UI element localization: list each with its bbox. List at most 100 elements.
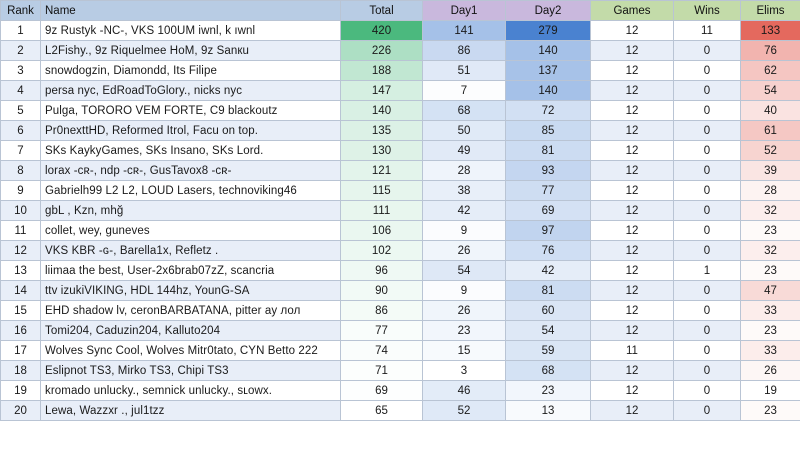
cell-wins[interactable]: 0 <box>673 100 741 121</box>
cell-day1[interactable]: 28 <box>422 160 506 181</box>
cell-elims[interactable]: 33 <box>740 340 800 361</box>
cell-name[interactable]: collet, wey, guneves <box>40 220 341 241</box>
cell-games[interactable]: 12 <box>590 120 674 141</box>
cell-day2[interactable]: 59 <box>505 340 591 361</box>
cell-name[interactable]: Eslipnot TS3, Mirko TS3, Chipi TS3 <box>40 360 341 381</box>
cell-wins[interactable]: 1 <box>673 260 741 281</box>
cell-wins[interactable]: 0 <box>673 340 741 361</box>
cell-day2[interactable]: 81 <box>505 280 591 301</box>
cell-name[interactable]: persa nyc, EdRoadToGlory., nicks nyc <box>40 80 341 101</box>
cell-elims[interactable]: 54 <box>740 80 800 101</box>
cell-total[interactable]: 111 <box>340 200 423 221</box>
cell-rank[interactable]: 12 <box>0 240 41 261</box>
cell-wins[interactable]: 0 <box>673 360 741 381</box>
cell-games[interactable]: 12 <box>590 80 674 101</box>
cell-total[interactable]: 71 <box>340 360 423 381</box>
cell-total[interactable]: 74 <box>340 340 423 361</box>
table-row[interactable]: 18 Eslipnot TS3, Mirko TS3, Chipi TS3 71 3 6… <box>0 360 800 381</box>
cell-day1[interactable]: 38 <box>422 180 506 201</box>
cell-total[interactable]: 147 <box>340 80 423 101</box>
cell-day1[interactable]: 26 <box>422 300 506 321</box>
cell-total[interactable]: 130 <box>340 140 423 161</box>
cell-wins[interactable]: 0 <box>673 200 741 221</box>
cell-rank[interactable]: 10 <box>0 200 41 221</box>
table-row[interactable]: 3 snowdogzin, Diamondd, Its Filipe 188 51 13… <box>0 60 800 81</box>
table-row[interactable]: 13 liimaa the best, User-2x6brab07zZ, sca… <box>0 260 800 281</box>
table-row[interactable]: 10 gbL , Kzn, mhğ 111 42 69 12 0 32 <box>0 200 800 221</box>
cell-total[interactable]: 420 <box>340 20 423 41</box>
table-row[interactable]: 20 Lewa, Wazzxr ., jul1tzz 65 52 13 12 0 23 <box>0 400 800 421</box>
cell-elims[interactable]: 19 <box>740 380 800 401</box>
cell-day1[interactable]: 23 <box>422 320 506 341</box>
cell-games[interactable]: 12 <box>590 180 674 201</box>
cell-wins[interactable]: 0 <box>673 60 741 81</box>
cell-rank[interactable]: 19 <box>0 380 41 401</box>
cell-games[interactable]: 12 <box>590 220 674 241</box>
cell-day2[interactable]: 93 <box>505 160 591 181</box>
cell-name[interactable]: kromado unlucky., semnick unlucky., sʟow… <box>40 380 341 401</box>
cell-wins[interactable]: 0 <box>673 140 741 161</box>
cell-games[interactable]: 12 <box>590 100 674 121</box>
cell-name[interactable]: EHD shadow lv, ceronBARBATANA, pitter ay… <box>40 300 341 321</box>
cell-rank[interactable]: 3 <box>0 60 41 81</box>
cell-games[interactable]: 12 <box>590 160 674 181</box>
cell-games[interactable]: 12 <box>590 380 674 401</box>
cell-rank[interactable]: 18 <box>0 360 41 381</box>
cell-day1[interactable]: 15 <box>422 340 506 361</box>
cell-rank[interactable]: 9 <box>0 180 41 201</box>
cell-elims[interactable]: 40 <box>740 100 800 121</box>
cell-day1[interactable]: 86 <box>422 40 506 61</box>
column-header-total[interactable]: Total <box>340 0 423 21</box>
cell-elims[interactable]: 26 <box>740 360 800 381</box>
cell-wins[interactable]: 11 <box>673 20 741 41</box>
cell-elims[interactable]: 33 <box>740 300 800 321</box>
cell-total[interactable]: 115 <box>340 180 423 201</box>
cell-day1[interactable]: 9 <box>422 280 506 301</box>
cell-elims[interactable]: 47 <box>740 280 800 301</box>
table-row[interactable]: 19 kromado unlucky., semnick unlucky., sʟ… <box>0 380 800 401</box>
cell-rank[interactable]: 7 <box>0 140 41 161</box>
table-row[interactable]: 8 lorax -ᴄʀ-, ndp -ᴄʀ-, GusTavox8 -ᴄʀ- 121… <box>0 160 800 181</box>
cell-rank[interactable]: 8 <box>0 160 41 181</box>
table-row[interactable]: 2 L2Fishy., 9z Riquelmee HoM, 9z Sanкu 226… <box>0 40 800 61</box>
cell-wins[interactable]: 0 <box>673 300 741 321</box>
cell-day2[interactable]: 137 <box>505 60 591 81</box>
cell-day2[interactable]: 76 <box>505 240 591 261</box>
cell-total[interactable]: 96 <box>340 260 423 281</box>
cell-name[interactable]: Tomi204, Caduzin204, Kalluto204 <box>40 320 341 341</box>
cell-total[interactable]: 69 <box>340 380 423 401</box>
cell-day2[interactable]: 77 <box>505 180 591 201</box>
cell-day2[interactable]: 81 <box>505 140 591 161</box>
cell-total[interactable]: 65 <box>340 400 423 421</box>
cell-wins[interactable]: 0 <box>673 400 741 421</box>
column-header-elims[interactable]: Elims <box>740 0 800 21</box>
cell-games[interactable]: 12 <box>590 40 674 61</box>
cell-games[interactable]: 12 <box>590 60 674 81</box>
table-row[interactable]: 6 Pr0nexttHD, Reformed Itrol, Facu on top… <box>0 120 800 141</box>
cell-games[interactable]: 11 <box>590 340 674 361</box>
cell-total[interactable]: 140 <box>340 100 423 121</box>
cell-name[interactable]: Pr0nexttHD, Reformed Itrol, Facu on top. <box>40 120 341 141</box>
cell-games[interactable]: 12 <box>590 300 674 321</box>
cell-day1[interactable]: 3 <box>422 360 506 381</box>
cell-elims[interactable]: 133 <box>740 20 800 41</box>
cell-day1[interactable]: 46 <box>422 380 506 401</box>
cell-elims[interactable]: 23 <box>740 260 800 281</box>
cell-games[interactable]: 12 <box>590 360 674 381</box>
column-header-day2[interactable]: Day2 <box>505 0 591 21</box>
cell-wins[interactable]: 0 <box>673 120 741 141</box>
cell-total[interactable]: 77 <box>340 320 423 341</box>
cell-total[interactable]: 226 <box>340 40 423 61</box>
cell-name[interactable]: 9z Rustyk -NC-, VKS 100UM iwnl, k ıwnl <box>40 20 341 41</box>
table-row[interactable]: 11 collet, wey, guneves 106 9 97 12 0 23 <box>0 220 800 241</box>
cell-rank[interactable]: 1 <box>0 20 41 41</box>
cell-rank[interactable]: 14 <box>0 280 41 301</box>
cell-name[interactable]: snowdogzin, Diamondd, Its Filipe <box>40 60 341 81</box>
cell-day1[interactable]: 42 <box>422 200 506 221</box>
cell-day1[interactable]: 26 <box>422 240 506 261</box>
cell-name[interactable]: Pulga, TORORO VEM FORTE, C9 blackoutz <box>40 100 341 121</box>
table-row[interactable]: 9 Gabrielh99 L2 L2, LOUD Lasers, technovi… <box>0 180 800 201</box>
cell-wins[interactable]: 0 <box>673 180 741 201</box>
cell-games[interactable]: 12 <box>590 20 674 41</box>
cell-day1[interactable]: 51 <box>422 60 506 81</box>
